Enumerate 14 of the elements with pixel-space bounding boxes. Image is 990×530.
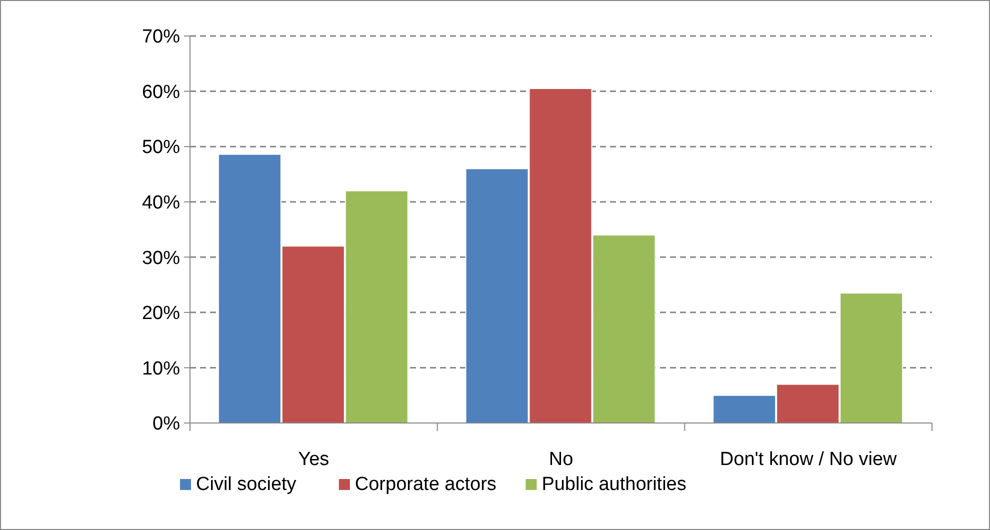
y-tick-label: 40%: [142, 192, 180, 214]
y-tick-label: 60%: [142, 82, 180, 103]
y-tick-label: 20%: [142, 303, 180, 324]
x-tick-label: Don't know / No view: [720, 449, 898, 470]
x-tick-label: Yes: [298, 449, 330, 470]
y-tick-label: 50%: [142, 137, 180, 158]
legend-label: Civil society: [196, 474, 297, 495]
legend-label: Public authorities: [542, 474, 686, 495]
x-tick-label: No: [548, 449, 574, 470]
y-tick-label: 30%: [142, 248, 180, 269]
legend-label: Corporate actors: [354, 474, 496, 495]
y-tick-label: 10%: [142, 358, 180, 380]
y-tick-label: 0%: [152, 414, 180, 435]
y-tick-label: 70%: [142, 26, 180, 48]
